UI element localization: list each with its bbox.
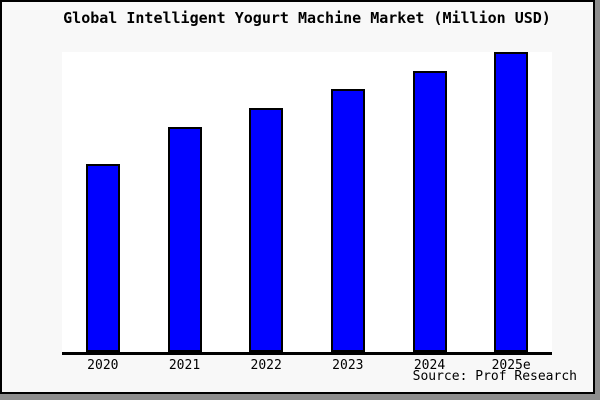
chart-frame: Global Intelligent Yogurt Machine Market… — [0, 0, 595, 394]
bar-2021 — [167, 127, 202, 352]
x-axis-label-2020: 2020 — [87, 358, 119, 373]
x-axis-label-2023: 2023 — [332, 358, 364, 373]
x-axis-label-2022: 2022 — [250, 358, 282, 373]
x-axis-label-2021: 2021 — [168, 358, 201, 373]
x-axis-line — [62, 352, 552, 355]
chart-title: Global Intelligent Yogurt Machine Market… — [63, 9, 551, 27]
bar-2020 — [85, 164, 120, 352]
bar-2023 — [330, 89, 365, 352]
bar-2025e — [494, 52, 529, 352]
plot-area — [62, 52, 552, 352]
bar-2024 — [412, 71, 447, 352]
bar-2022 — [249, 108, 284, 352]
source-credit: Source: Prof Research — [412, 369, 577, 384]
x-axis-label-2025e: 2025e — [491, 358, 531, 373]
x-axis-label-2024: 2024 — [413, 358, 446, 373]
